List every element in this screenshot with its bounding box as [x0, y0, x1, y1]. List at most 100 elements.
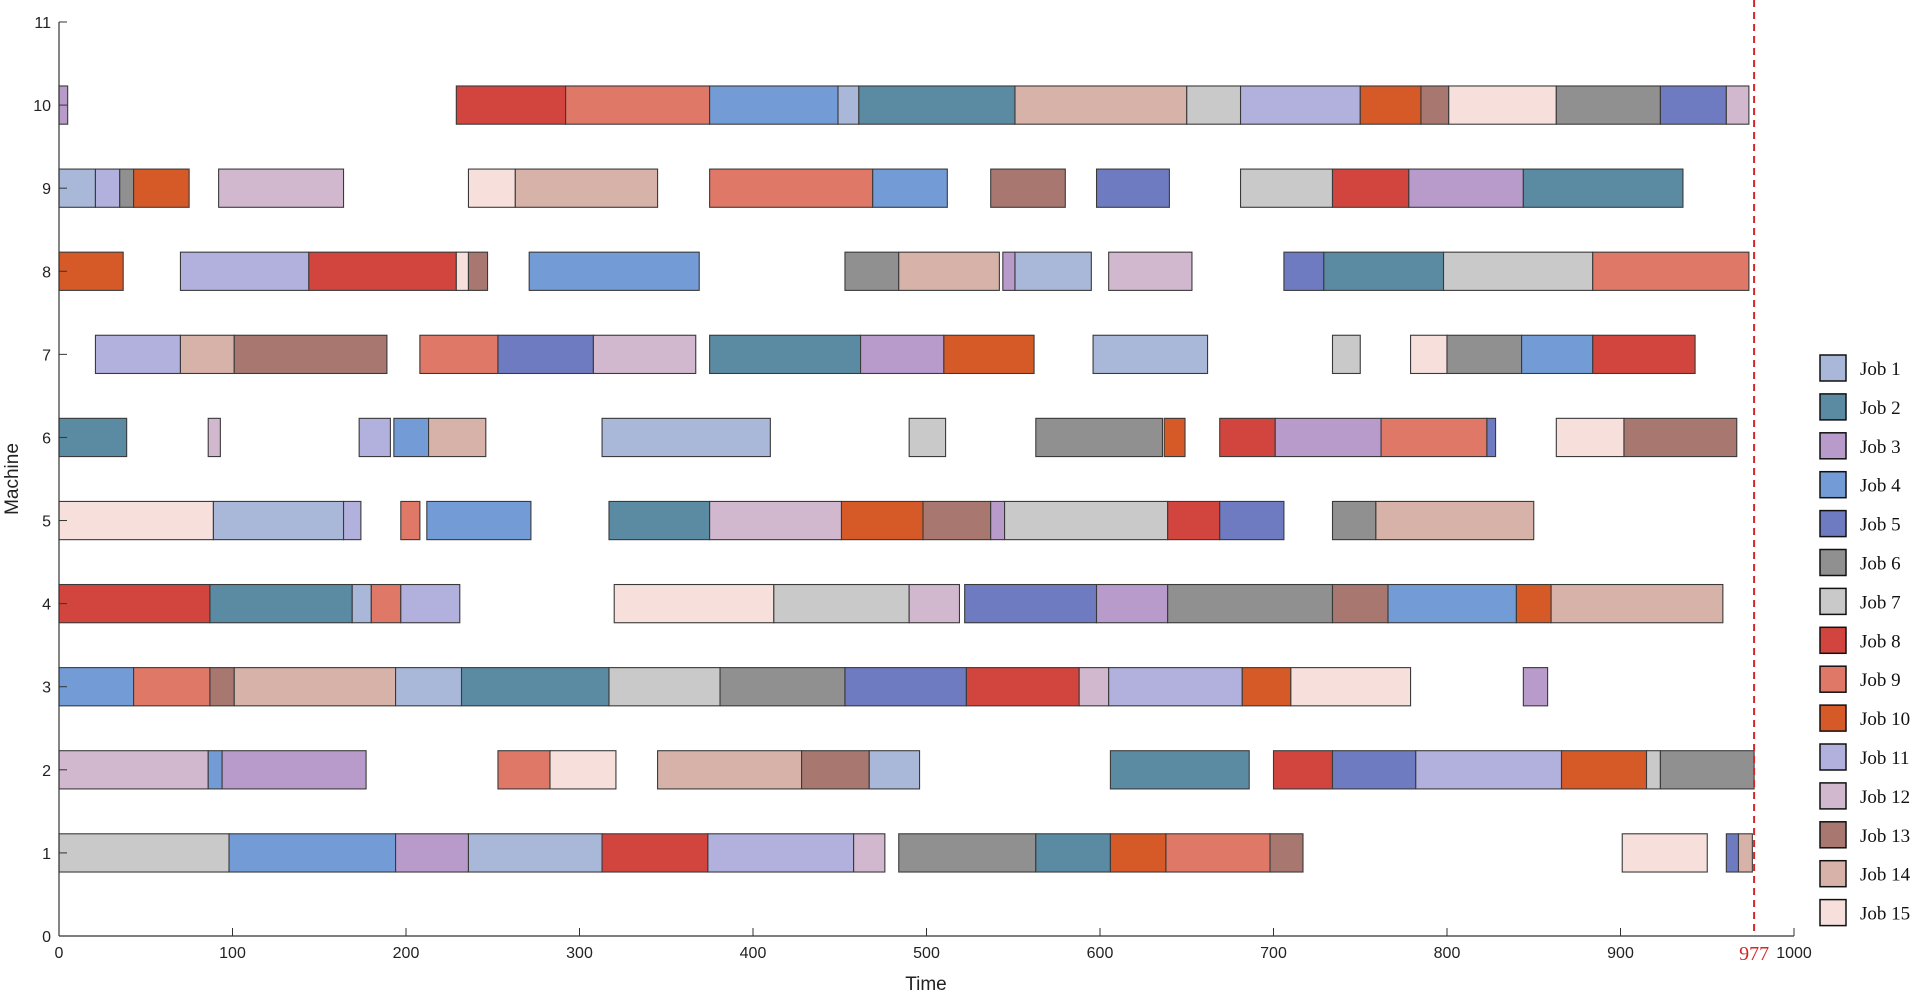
- y-tick-label: 6: [42, 430, 51, 447]
- operation-bar-m10-job5: [1659, 85, 1727, 125]
- operation-bar-m9-job3: [1408, 168, 1524, 208]
- legend-swatch: [1819, 626, 1847, 655]
- legend-label: Job 12: [1860, 787, 1910, 808]
- operation-bar-m10-job11: [1239, 85, 1361, 125]
- y-axis-label: Machine: [2, 443, 23, 515]
- x-tick-label: 500: [913, 945, 940, 962]
- operation-bar-m7-job11: [94, 334, 181, 375]
- legend-label: Job 8: [1860, 631, 1901, 652]
- operation-bar-m5-job4: [426, 500, 532, 541]
- operation-bar-m8-job13: [467, 251, 489, 291]
- operation-bar-m8-job9: [1592, 251, 1750, 291]
- operation-bar-m10-job1: [837, 85, 860, 125]
- y-tick-label: 5: [42, 514, 51, 531]
- operation-bar-m1-job5: [1725, 833, 1740, 873]
- operation-bar-m7-job1: [1092, 334, 1209, 375]
- operation-bar-m7-job9: [419, 334, 499, 375]
- legend-label: Job 7: [1860, 592, 1901, 613]
- operation-bar-m10-job2: [858, 85, 1016, 125]
- legend-label: Job 5: [1860, 515, 1901, 536]
- operation-bar-m3-job8: [965, 667, 1080, 707]
- y-tick-label: 11: [34, 15, 51, 32]
- operation-bar-m2-job15: [549, 750, 617, 790]
- bars-layer: [58, 85, 1755, 873]
- operation-bar-m10-job4: [709, 85, 839, 125]
- operation-bar-m7-job2: [709, 334, 862, 375]
- operation-bar-m4-job2: [209, 583, 353, 624]
- operation-bar-m9-job13: [990, 168, 1066, 208]
- legend-label: Job 9: [1860, 670, 1901, 691]
- operation-bar-m5-job10: [840, 500, 924, 541]
- y-tick-label: 0: [42, 929, 51, 946]
- operation-bar-m3-job15: [1290, 667, 1412, 707]
- legend-label: Job 3: [1860, 437, 1901, 458]
- operation-bar-m4-job4: [1387, 583, 1517, 624]
- operation-bar-m5-job2: [608, 500, 711, 541]
- operation-bar-m4-job10: [1515, 583, 1552, 624]
- operation-bar-m6-job4: [393, 417, 430, 458]
- legend-label: Job 4: [1860, 476, 1901, 497]
- operation-bar-m6-job14: [428, 417, 487, 458]
- operation-bar-m10-job10: [1359, 85, 1422, 125]
- operation-bar-m5-job12: [709, 500, 843, 541]
- operation-bar-m3-job12: [1078, 667, 1110, 707]
- x-tick-label: 700: [1260, 945, 1287, 962]
- operation-bar-m2-job10: [1560, 750, 1648, 790]
- operation-bar-m4-job8: [58, 583, 211, 624]
- operation-bar-m10-job14: [1014, 85, 1188, 125]
- operation-bar-m6-job15: [1555, 417, 1625, 458]
- operation-bar-m3-job11: [1108, 667, 1243, 707]
- operation-bar-m3-job3: [1522, 667, 1549, 707]
- operation-bar-m8-job12: [1108, 251, 1193, 291]
- operation-bar-m7-job4: [1521, 334, 1594, 375]
- operation-bar-m10-job6: [1555, 85, 1661, 125]
- legend-swatch: [1819, 782, 1847, 810]
- x-tick-label: 0: [55, 945, 64, 962]
- operation-bar-m1-job11: [707, 833, 855, 873]
- operation-bar-m5-job6: [1331, 500, 1377, 541]
- operation-bar-m1-job2: [1035, 833, 1111, 873]
- legend-label: Job 11: [1860, 748, 1909, 769]
- x-tick-label: 800: [1434, 945, 1461, 962]
- operation-bar-m2-job7: [1645, 750, 1661, 790]
- legend-label: Job 10: [1860, 709, 1910, 730]
- operation-bar-m2-job8: [1272, 750, 1334, 790]
- operation-bar-m1-job8: [601, 833, 709, 873]
- y-tick-label: 4: [42, 597, 51, 614]
- operation-bar-m9-job14: [514, 168, 659, 208]
- legend-label: Job 14: [1860, 865, 1911, 886]
- y-tick-label: 9: [42, 181, 51, 198]
- operation-bar-m6-job7: [908, 417, 947, 458]
- operation-bar-m6-job8: [1219, 417, 1276, 458]
- operation-bar-m10-job15: [1448, 85, 1557, 125]
- axes: 0 100 200 300 400 500 600 700 800 900 1000 0 1 2 3 4 5 6 7…: [33, 0, 1812, 965]
- legend-label: Job 15: [1860, 904, 1910, 925]
- legend-swatch: [1819, 354, 1847, 382]
- operation-bar-m8-job11: [179, 251, 310, 291]
- operation-bar-m9-job12: [218, 168, 345, 208]
- operation-bar-m10-job12: [1725, 85, 1750, 125]
- operation-bar-m4-job13: [1331, 583, 1389, 624]
- operation-bar-m1-job3: [395, 833, 470, 873]
- makespan-label: 977: [1739, 943, 1769, 965]
- operation-bar-m8-job1: [1014, 251, 1092, 291]
- legend-swatch: [1819, 587, 1847, 616]
- operation-bar-m1-job13: [1269, 833, 1304, 873]
- legend-swatch: [1819, 704, 1847, 732]
- operation-bar-m2-job3: [221, 750, 367, 790]
- operation-bar-m3-job1: [395, 667, 463, 707]
- operation-bar-m8-job14: [898, 251, 1000, 291]
- x-tick-label: 100: [219, 945, 246, 962]
- operation-bar-m5-job13: [922, 500, 992, 541]
- operation-bar-m7-job7: [1331, 334, 1361, 375]
- operation-bar-m6-job5: [1486, 417, 1497, 458]
- operation-bar-m7-job8: [1592, 334, 1696, 375]
- operation-bar-m6-job1: [601, 417, 771, 458]
- x-tick-label: 400: [740, 945, 767, 962]
- operation-bar-m7-job13: [233, 334, 388, 375]
- operation-bar-m10-job8: [455, 85, 567, 125]
- operation-bar-m2-job4: [207, 750, 223, 790]
- legend: Job 1 Job 2 Job 3 Job 4 Job 5 Job 6 Job 7 Job 8…: [1819, 354, 1911, 927]
- legend-swatch: [1819, 470, 1847, 499]
- operation-bar-m4-job11: [400, 583, 461, 624]
